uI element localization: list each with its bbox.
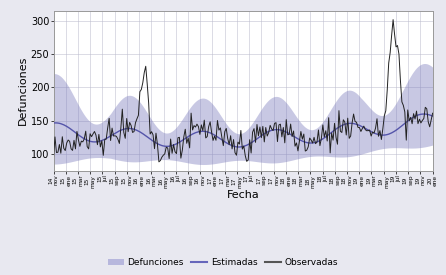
Y-axis label: Defunciones: Defunciones (18, 56, 28, 125)
Legend: Defunciones, Estimadas, Observadas: Defunciones, Estimadas, Observadas (104, 254, 342, 271)
X-axis label: Fecha: Fecha (227, 190, 260, 200)
